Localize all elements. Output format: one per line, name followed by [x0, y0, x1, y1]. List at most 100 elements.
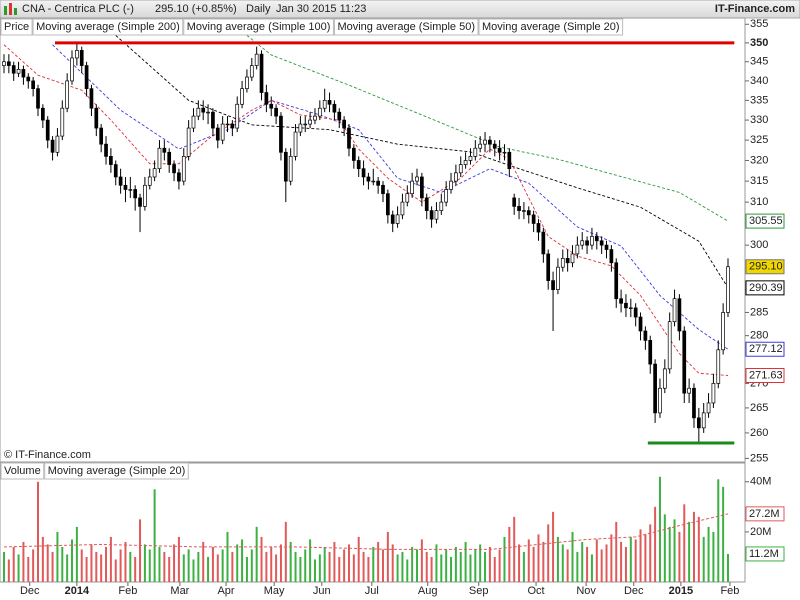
volume-bar: [250, 549, 253, 582]
candle-body: [458, 164, 463, 174]
candle-body: [429, 210, 434, 220]
y-tick-label: 315: [750, 175, 768, 187]
candle-body: [16, 69, 21, 74]
y-tick-label: 325: [750, 134, 768, 146]
legend-box: [478, 18, 624, 36]
candle-body: [648, 340, 653, 365]
candle-body: [677, 298, 682, 332]
value-box: [745, 213, 785, 229]
x-tick-label: Aug: [418, 585, 438, 597]
candle-body: [381, 184, 385, 195]
y-tick-label: 260: [750, 427, 768, 439]
value-box: [745, 506, 785, 522]
y-tick-label: 280: [750, 330, 768, 342]
volume-bar: [163, 551, 166, 582]
volume-tick-label: 20M: [750, 526, 771, 538]
volume-bar: [114, 559, 117, 582]
volume-bar: [328, 551, 331, 582]
volume-bar: [41, 536, 44, 582]
volume-bar: [683, 504, 686, 582]
volume-bar: [275, 554, 278, 582]
x-tick-label: 2015: [669, 585, 693, 597]
moving-average-line: [3, 44, 729, 376]
volume-bar: [129, 551, 132, 582]
volume-bar: [663, 514, 666, 582]
volume-bar: [450, 556, 453, 582]
candle-body: [687, 387, 691, 394]
candle-body: [79, 50, 84, 66]
volume-bar: [284, 521, 287, 582]
candle-body: [206, 111, 210, 114]
candle-body: [65, 80, 70, 109]
volume-bar: [527, 539, 530, 582]
volume-bar: [279, 544, 282, 582]
volume-bar: [367, 556, 370, 582]
candle-body: [230, 123, 235, 129]
volume-bar: [153, 489, 156, 582]
volume-bar: [216, 554, 219, 582]
volume-bar: [386, 531, 389, 582]
candle-body: [546, 253, 551, 281]
candle-body: [536, 223, 541, 233]
volume-bar: [255, 526, 258, 582]
x-tick-label: Jun: [313, 585, 331, 597]
volume-bar: [484, 551, 487, 582]
volume-bar: [17, 554, 20, 582]
x-tick-label: Oct: [527, 585, 544, 597]
candle-body: [497, 147, 502, 153]
volume-bar: [32, 549, 35, 582]
candle-body: [50, 139, 55, 153]
moving-average-line: [115, 35, 729, 289]
candle-body: [220, 123, 225, 141]
volume-bar: [313, 559, 316, 582]
candle-body: [274, 107, 278, 117]
volume-bar: [391, 544, 394, 582]
candle-body: [201, 107, 206, 113]
candle-body: [551, 280, 555, 290]
volume-bar: [323, 546, 326, 582]
volume-bar: [80, 549, 83, 582]
legend-box: [44, 462, 189, 480]
candle-body: [157, 147, 162, 170]
legend-box: [0, 462, 45, 480]
volume-bar: [294, 551, 297, 582]
volume-bar: [726, 553, 729, 582]
volume-bar: [493, 556, 496, 582]
candle-body: [439, 201, 444, 211]
volume-bar: [22, 541, 25, 582]
candle-body: [99, 127, 104, 145]
volume-bar: [173, 544, 176, 582]
volume-bar: [425, 551, 428, 582]
candle-body: [386, 193, 390, 216]
volume-bar: [168, 556, 171, 582]
volume-bar: [658, 476, 661, 582]
header-timestamp: Jan 30 2015 11:23: [276, 3, 366, 15]
volume-bar: [197, 551, 200, 582]
volume-bar: [71, 539, 74, 582]
volume-bar: [537, 534, 540, 582]
candle-body: [240, 88, 244, 105]
volume-bar: [406, 559, 409, 582]
candle-body: [211, 111, 215, 129]
volume-bar: [420, 539, 423, 582]
candle-body: [492, 143, 497, 149]
volume-bar: [668, 526, 671, 582]
volume-bar: [605, 544, 608, 582]
candle-body: [706, 402, 711, 414]
volume-bar: [697, 516, 700, 582]
volume-bar: [265, 551, 268, 582]
price-panel: [0, 17, 746, 463]
x-tick-label: Dec: [624, 585, 644, 597]
candle-body: [342, 119, 346, 129]
volume-bar: [654, 506, 657, 582]
candle-body: [371, 180, 376, 183]
candle-body: [109, 156, 113, 165]
value-box-label: 27.2M: [749, 508, 780, 520]
candle-body: [507, 151, 512, 170]
volume-ma-line: [3, 513, 729, 550]
volume-bar: [158, 546, 161, 582]
candle-body: [366, 176, 371, 182]
candle-body: [162, 147, 167, 153]
candle-body: [45, 119, 50, 141]
candle-body: [541, 231, 546, 255]
